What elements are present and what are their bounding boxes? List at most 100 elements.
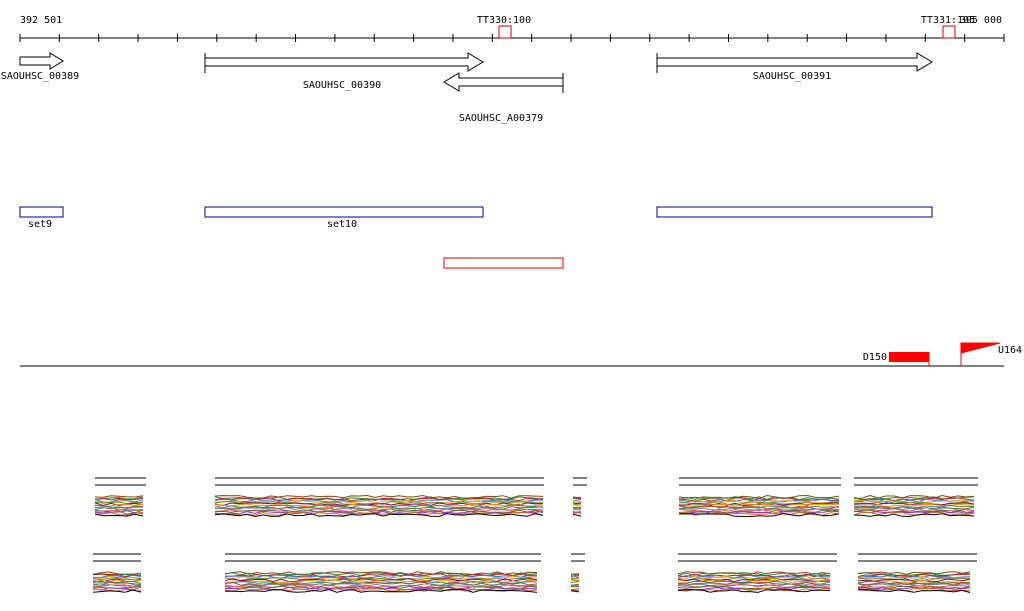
marker-label: TT331:195 <box>921 15 975 26</box>
set-label: set9 <box>28 219 52 230</box>
expression-line <box>94 507 144 511</box>
gene-arrow <box>656 52 933 72</box>
expression-line <box>94 502 144 507</box>
expression-line <box>857 580 971 585</box>
expression-line <box>572 508 582 511</box>
expression-line <box>570 573 580 578</box>
expression-line <box>678 498 840 503</box>
expression-line <box>214 504 544 509</box>
expression-tracks <box>92 477 978 593</box>
gene-label: SAOUHSC_00390 <box>303 80 381 91</box>
expression-line <box>572 507 582 510</box>
expression-line <box>678 496 840 501</box>
feature-label: U164 <box>998 345 1022 356</box>
expression-line <box>677 581 831 586</box>
gene-arrow <box>204 52 484 72</box>
expression-line <box>857 588 971 593</box>
expression-line <box>853 502 975 506</box>
expression-line <box>92 575 142 580</box>
expression-line <box>214 502 544 507</box>
gene-label: SAOUHSC_A00379 <box>459 113 543 124</box>
expression-line <box>857 586 971 591</box>
marker-box <box>942 25 956 39</box>
expression-line <box>214 498 543 503</box>
expression-line <box>853 503 975 508</box>
expression-line <box>857 574 971 579</box>
expression-line <box>214 511 544 516</box>
expression-line <box>854 500 975 504</box>
expression-line <box>677 585 831 590</box>
expression-line <box>214 512 544 518</box>
expression-line <box>678 505 840 510</box>
expression-line <box>224 588 538 593</box>
expression-line <box>853 513 975 517</box>
set-box <box>443 257 564 269</box>
expression-line <box>678 503 840 508</box>
expression-line <box>572 501 582 503</box>
set-box <box>656 206 933 218</box>
expression-line <box>677 589 831 593</box>
expression-line <box>853 494 975 499</box>
expression-line <box>572 498 582 502</box>
feature-box <box>889 352 929 362</box>
expression-line <box>92 584 142 587</box>
expression-line <box>214 494 544 499</box>
expression-line <box>857 571 971 575</box>
expression-line <box>570 580 580 584</box>
expression-line <box>572 503 582 508</box>
expression-line <box>853 511 975 516</box>
expression-line <box>94 501 143 505</box>
expression-line <box>677 574 831 579</box>
expression-line <box>677 573 831 578</box>
expression-line <box>677 577 831 581</box>
expression-line <box>224 582 538 587</box>
expression-line <box>94 504 144 509</box>
gene-label: SAOUHSC_00391 <box>753 71 831 82</box>
expression-line <box>678 510 840 515</box>
expression-line <box>92 589 142 593</box>
set-box <box>19 206 64 218</box>
expression-line <box>853 507 975 511</box>
expression-line <box>92 580 142 585</box>
expression-line <box>94 511 144 516</box>
expression-line <box>853 504 975 509</box>
expression-line <box>94 497 144 501</box>
expression-line <box>94 513 144 517</box>
gene-arrow <box>443 72 564 92</box>
marker-label: TT330:100 <box>477 15 531 26</box>
gene-arrow <box>19 52 64 70</box>
expression-line <box>570 588 580 591</box>
expression-line <box>857 577 971 581</box>
feature-flag <box>960 342 1001 366</box>
expression-line <box>224 579 538 584</box>
ruler-start: 392 501 <box>20 15 62 26</box>
expression-line <box>570 584 580 587</box>
gene-label: SAOUHSC_00389 <box>1 71 79 82</box>
expression-line <box>570 577 580 580</box>
expression-line <box>224 585 538 590</box>
expression-line <box>214 508 544 513</box>
expression-line <box>572 513 582 517</box>
expression-line <box>857 588 971 592</box>
ruler-ticks <box>19 34 1005 42</box>
expression-line <box>94 495 144 498</box>
expression-line <box>224 576 538 582</box>
expression-line <box>570 573 580 577</box>
expression-line <box>214 509 544 514</box>
expression-line <box>570 589 580 592</box>
marker-box <box>498 25 512 39</box>
expression-line <box>570 590 580 593</box>
set-box <box>204 206 484 218</box>
set-label: set10 <box>327 219 357 230</box>
expression-line <box>572 502 582 505</box>
expression-line <box>853 510 975 515</box>
expression-line <box>214 505 544 510</box>
expression-line <box>92 574 142 579</box>
expression-line <box>92 571 142 575</box>
expression-line <box>853 509 975 514</box>
expression-line <box>224 570 538 576</box>
expression-line <box>857 584 971 588</box>
expression-line <box>94 510 144 515</box>
